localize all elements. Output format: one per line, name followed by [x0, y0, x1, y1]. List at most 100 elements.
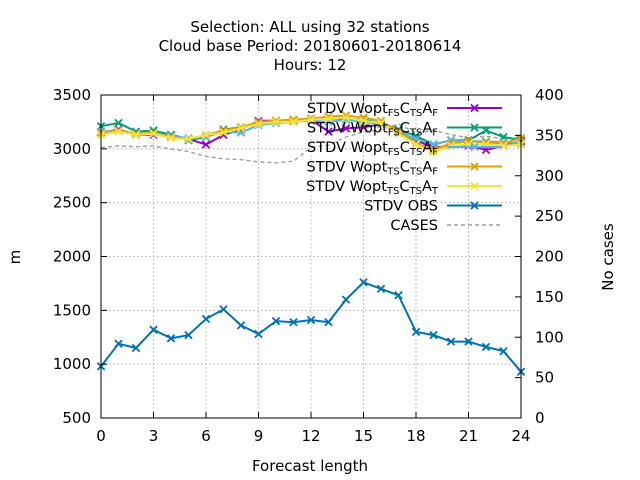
- data-point: [499, 347, 508, 356]
- data-point: [201, 130, 211, 140]
- legend-label: STDV WoptFSCTSAF: [307, 101, 438, 119]
- data-point: [429, 145, 438, 155]
- data-point: [446, 337, 456, 346]
- data-point: [149, 325, 158, 334]
- legend-entry: STDV WoptFSCTSAF: [307, 121, 502, 139]
- data-point: [201, 140, 211, 149]
- legend-entry: CASES: [390, 218, 502, 234]
- data-point: [429, 147, 438, 157]
- data-point: [446, 141, 456, 150]
- data-point: [341, 295, 351, 304]
- data-point: [114, 118, 123, 128]
- legend-label: CASES: [390, 218, 438, 234]
- data-point: [376, 118, 386, 128]
- data-point: [324, 127, 333, 136]
- data-point: [306, 115, 316, 124]
- x-tick-label: 0: [96, 427, 106, 445]
- data-point: [394, 291, 403, 300]
- data-point: [394, 127, 403, 136]
- legend-marker: [470, 103, 479, 113]
- y2-tick-label: 200: [535, 248, 564, 266]
- data-point: [184, 134, 193, 144]
- y-tick-label: 1500: [53, 301, 91, 319]
- y2-tick-label: 300: [535, 167, 564, 185]
- y-tick-label: 2000: [53, 248, 91, 266]
- x-tick-label: 15: [354, 427, 373, 445]
- data-point: [359, 116, 368, 126]
- chart-title-line-1: Selection: ALL using 32 stations: [190, 18, 429, 36]
- x-tick-label: 18: [406, 427, 425, 445]
- data-point: [236, 321, 246, 330]
- data-point: [271, 316, 281, 326]
- x-tick-label: 24: [511, 427, 530, 445]
- data-point: [114, 127, 123, 136]
- chart-title-line-3: Hours: 12: [274, 56, 347, 74]
- chart-title-line-2: Cloud base Period: 20180601-20180614: [159, 37, 462, 55]
- data-point: [271, 117, 281, 127]
- data-point: [184, 330, 193, 340]
- x-tick-label: 6: [201, 427, 211, 445]
- data-point: [131, 130, 141, 140]
- y2-tick-label: 400: [535, 86, 564, 104]
- data-point: [376, 284, 386, 294]
- data-point: [499, 141, 508, 150]
- data-point: [219, 305, 228, 314]
- data-point: [131, 343, 141, 353]
- data-point: [341, 113, 351, 122]
- legend-marker: [470, 201, 479, 210]
- data-point: [324, 114, 333, 123]
- data-point: [411, 140, 421, 149]
- data-point: [201, 314, 211, 324]
- data-point: [394, 129, 403, 138]
- data-point: [219, 128, 228, 137]
- x-tick-label: 3: [149, 427, 159, 445]
- y-tick-label: 2500: [53, 194, 91, 212]
- axis-ticks: 0 3 6 9 12 15 18 21 2450010001500200025003000350…: [53, 86, 564, 445]
- legend-entry: STDV WoptFSCTSAF: [307, 140, 502, 158]
- data-point: [289, 317, 298, 327]
- data-point: [149, 129, 158, 138]
- data-point: [481, 342, 491, 352]
- data-point: [114, 339, 123, 348]
- legend-label: STDV WoptFSCTSAF: [307, 140, 438, 158]
- data-point: [359, 278, 368, 287]
- legend-label: STDV WoptTSCTSAT: [306, 179, 439, 197]
- series-6: [100, 123, 522, 164]
- grid: [101, 95, 521, 418]
- legend-entry: STDV WoptTSCTSAT: [306, 179, 502, 197]
- data-point: [289, 117, 298, 127]
- legend-label: STDV WoptFSCTSAF: [307, 121, 438, 139]
- series-line: [100, 123, 522, 164]
- data-point: [464, 337, 473, 346]
- data-point: [429, 330, 438, 340]
- y2-axis-label: No cases: [599, 223, 617, 291]
- legend-marker: [470, 142, 479, 152]
- y2-tick-label: 100: [535, 328, 564, 346]
- y2-tick-label: 150: [535, 288, 564, 306]
- y-axis-label: m: [6, 250, 24, 265]
- x-tick-label: 12: [301, 427, 320, 445]
- legend-label: STDV WoptTSCTSAF: [307, 160, 439, 178]
- y2-tick-label: 350: [535, 126, 564, 144]
- y2-tick-label: 0: [535, 409, 545, 427]
- x-tick-label: 21: [459, 427, 478, 445]
- legend-marker: [470, 181, 479, 191]
- y2-tick-label: 250: [535, 207, 564, 225]
- y-tick-label: 3500: [53, 86, 91, 104]
- data-point: [306, 315, 316, 325]
- data-point: [324, 317, 333, 327]
- legend-entry: STDV OBS: [364, 199, 502, 215]
- legend-entry: STDV WoptTSCTSAF: [307, 160, 502, 178]
- y2-tick-label: 50: [535, 369, 554, 387]
- y-tick-label: 1000: [53, 355, 91, 373]
- data-point: [166, 133, 176, 143]
- legend-entry: STDV WoptFSCTSAF: [307, 101, 502, 119]
- data-point: [411, 327, 421, 337]
- data-point: [236, 124, 246, 133]
- legend-marker: [470, 162, 479, 171]
- data-point: [166, 334, 176, 343]
- legend-marker: [470, 123, 479, 132]
- x-tick-label: 9: [254, 427, 264, 445]
